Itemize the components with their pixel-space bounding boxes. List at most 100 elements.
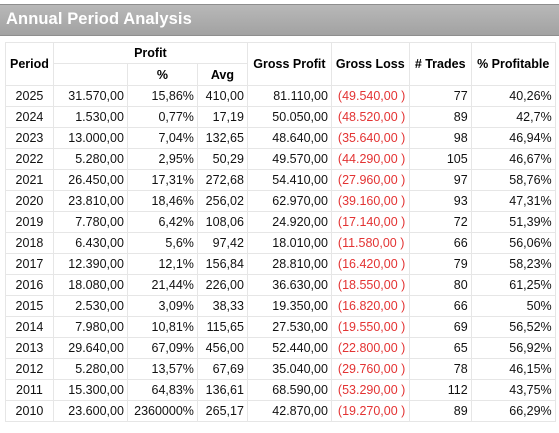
cell-profit: 23.810,00 <box>52 190 128 212</box>
table-row[interactable]: 2010 23.600,00 2360000% 265,17 42.870,00 (19.… <box>5 400 556 422</box>
cell-gross-profit: 81.110,00 <box>246 85 332 107</box>
header-gross-loss[interactable]: Gross Loss <box>330 42 410 86</box>
cell-profit-avg: 456,00 <box>196 337 248 359</box>
table-row[interactable]: 2017 12.390,00 12,1% 156,84 28.810,00 (16.420… <box>5 253 556 275</box>
header-period[interactable]: Period <box>5 42 54 86</box>
table-row[interactable]: 2018 6.430,00 5,6% 97,42 18.010,00 (11.580,00… <box>5 232 556 254</box>
table-row[interactable]: 2023 13.000,00 7,04% 132,65 48.640,00 (35.640… <box>5 127 556 149</box>
cell-profit-pct: 12,1% <box>126 253 198 275</box>
header-pct-profitable[interactable]: % Profitable <box>470 42 556 86</box>
cell-profit-avg: 265,17 <box>196 400 248 422</box>
cell-profit: 6.430,00 <box>52 232 128 254</box>
cell-period: 2025 <box>5 85 54 107</box>
cell-trades: 65 <box>408 337 472 359</box>
cell-pct-profitable: 56,92% <box>470 337 556 359</box>
table-row[interactable]: 2025 31.570,00 15,86% 410,00 81.110,00 (49.54… <box>5 85 556 107</box>
cell-profit: 15.300,00 <box>52 379 128 401</box>
cell-gross-loss: (48.520,00 ) <box>330 106 410 128</box>
cell-trades: 69 <box>408 316 472 338</box>
cell-profit-avg: 272,68 <box>196 169 248 191</box>
cell-profit-pct: 10,81% <box>126 316 198 338</box>
cell-gross-profit: 52.440,00 <box>246 337 332 359</box>
cell-profit-pct: 15,86% <box>126 85 198 107</box>
cell-gross-profit: 49.570,00 <box>246 148 332 170</box>
cell-profit-avg: 108,06 <box>196 211 248 233</box>
header-profit[interactable]: Profit <box>52 42 248 64</box>
cell-profit-avg: 410,00 <box>196 85 248 107</box>
cell-profit-avg: 136,61 <box>196 379 248 401</box>
cell-profit: 26.450,00 <box>52 169 128 191</box>
cell-profit-pct: 13,57% <box>126 358 198 380</box>
cell-trades: 89 <box>408 400 472 422</box>
cell-pct-profitable: 46,94% <box>470 127 556 149</box>
cell-trades: 89 <box>408 106 472 128</box>
cell-profit-avg: 17,19 <box>196 106 248 128</box>
cell-period: 2024 <box>5 106 54 128</box>
cell-profit-avg: 67,69 <box>196 358 248 380</box>
cell-profit-pct: 2360000% <box>126 400 198 422</box>
cell-profit-pct: 21,44% <box>126 274 198 296</box>
cell-trades: 78 <box>408 358 472 380</box>
cell-profit: 18.080,00 <box>52 274 128 296</box>
cell-gross-profit: 48.640,00 <box>246 127 332 149</box>
cell-profit-avg: 226,00 <box>196 274 248 296</box>
cell-gross-loss: (53.290,00 ) <box>330 379 410 401</box>
cell-profit-pct: 5,6% <box>126 232 198 254</box>
cell-period: 2019 <box>5 211 54 233</box>
cell-gross-profit: 18.010,00 <box>246 232 332 254</box>
cell-pct-profitable: 58,76% <box>470 169 556 191</box>
table-row[interactable]: 2024 1.530,00 0,77% 17,19 50.050,00 (48.520,0… <box>5 106 556 128</box>
header-gross-profit[interactable]: Gross Profit <box>246 42 332 86</box>
table-row[interactable]: 2016 18.080,00 21,44% 226,00 36.630,00 (18.55… <box>5 274 556 296</box>
cell-pct-profitable: 42,7% <box>470 106 556 128</box>
cell-gross-profit: 68.590,00 <box>246 379 332 401</box>
table-row[interactable]: 2020 23.810,00 18,46% 256,02 62.970,00 (39.16… <box>5 190 556 212</box>
cell-period: 2017 <box>5 253 54 275</box>
table-row[interactable]: 2022 5.280,00 2,95% 50,29 49.570,00 (44.290,0… <box>5 148 556 170</box>
cell-period: 2014 <box>5 316 54 338</box>
cell-profit-avg: 256,02 <box>196 190 248 212</box>
cell-gross-loss: (19.270,00 ) <box>330 400 410 422</box>
table-row[interactable]: 2015 2.530,00 3,09% 38,33 19.350,00 (16.820,0… <box>5 295 556 317</box>
cell-trades: 93 <box>408 190 472 212</box>
cell-gross-loss: (49.540,00 ) <box>330 85 410 107</box>
table-row[interactable]: 2021 26.450,00 17,31% 272,68 54.410,00 (27.96… <box>5 169 556 191</box>
table-row[interactable]: 2019 7.780,00 6,42% 108,06 24.920,00 (17.140,… <box>5 211 556 233</box>
header-profit-pct[interactable]: % <box>126 63 198 86</box>
cell-profit-avg: 50,29 <box>196 148 248 170</box>
cell-gross-profit: 36.630,00 <box>246 274 332 296</box>
cell-period: 2016 <box>5 274 54 296</box>
cell-trades: 66 <box>408 232 472 254</box>
table-row[interactable]: 2013 29.640,00 67,09% 456,00 52.440,00 (22.80… <box>5 337 556 359</box>
cell-profit: 13.000,00 <box>52 127 128 149</box>
cell-gross-profit: 19.350,00 <box>246 295 332 317</box>
cell-gross-loss: (39.160,00 ) <box>330 190 410 212</box>
cell-pct-profitable: 61,25% <box>470 274 556 296</box>
cell-trades: 112 <box>408 379 472 401</box>
cell-pct-profitable: 58,23% <box>470 253 556 275</box>
cell-profit-pct: 18,46% <box>126 190 198 212</box>
cell-gross-loss: (44.290,00 ) <box>330 148 410 170</box>
cell-profit-pct: 7,04% <box>126 127 198 149</box>
cell-gross-loss: (22.800,00 ) <box>330 337 410 359</box>
cell-period: 2010 <box>5 400 54 422</box>
cell-gross-profit: 27.530,00 <box>246 316 332 338</box>
cell-period: 2015 <box>5 295 54 317</box>
cell-profit: 31.570,00 <box>52 85 128 107</box>
cell-profit-avg: 156,84 <box>196 253 248 275</box>
cell-period: 2011 <box>5 379 54 401</box>
cell-gross-loss: (16.420,00 ) <box>330 253 410 275</box>
cell-trades: 79 <box>408 253 472 275</box>
header-trades[interactable]: # Trades <box>408 42 472 86</box>
table-row[interactable]: 2014 7.980,00 10,81% 115,65 27.530,00 (19.550… <box>5 316 556 338</box>
table-row[interactable]: 2011 15.300,00 64,83% 136,61 68.590,00 (53.29… <box>5 379 556 401</box>
table-row[interactable]: 2012 5.280,00 13,57% 67,69 35.040,00 (29.760,… <box>5 358 556 380</box>
cell-gross-profit: 42.870,00 <box>246 400 332 422</box>
cell-profit: 2.530,00 <box>52 295 128 317</box>
cell-profit: 1.530,00 <box>52 106 128 128</box>
cell-period: 2018 <box>5 232 54 254</box>
cell-profit-avg: 115,65 <box>196 316 248 338</box>
header-profit-avg[interactable]: Avg <box>196 63 248 86</box>
cell-profit-avg: 132,65 <box>196 127 248 149</box>
cell-gross-profit: 54.410,00 <box>246 169 332 191</box>
